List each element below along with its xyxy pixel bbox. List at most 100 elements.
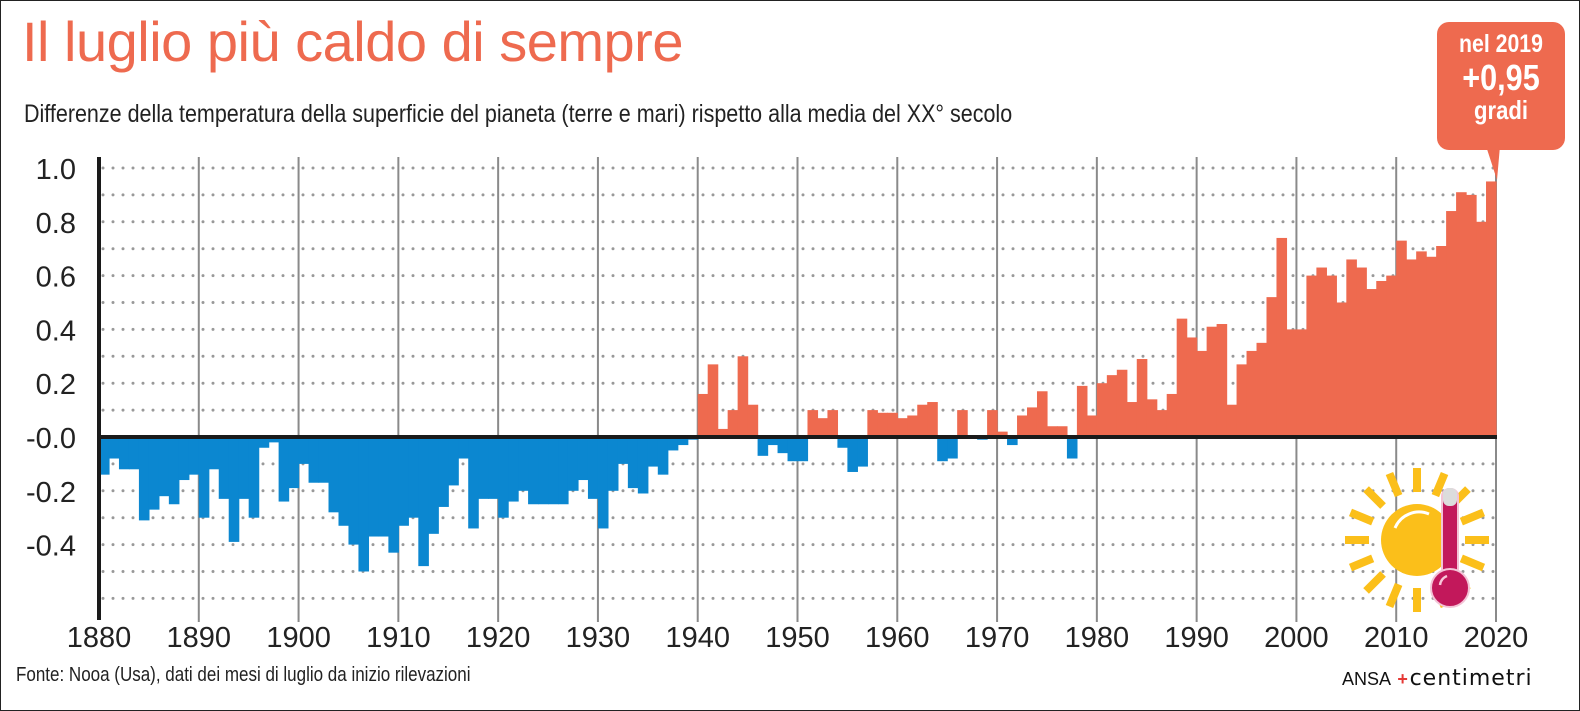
callout-unit: gradi <box>1473 95 1529 125</box>
bar-1942 <box>717 428 729 437</box>
bar-1966 <box>957 410 968 437</box>
bar-1965 <box>947 437 958 459</box>
bar-2011 <box>1406 259 1417 437</box>
bar-1951 <box>807 410 819 437</box>
bar-1885 <box>148 437 160 510</box>
bar-2008 <box>1376 280 1387 437</box>
bar-1892 <box>218 437 230 499</box>
bar-2012 <box>1416 251 1427 437</box>
bar-1925 <box>548 437 559 505</box>
bar-1904 <box>338 437 350 526</box>
bar-1997 <box>1266 297 1278 437</box>
y-tick-label: -0.0 <box>26 423 76 455</box>
bar-1924 <box>538 437 549 505</box>
thermometer-icon <box>1430 488 1470 608</box>
bar-1909 <box>388 437 399 553</box>
x-tick-label: 1990 <box>1164 622 1229 654</box>
sun-ray <box>1363 571 1386 594</box>
bar-2017 <box>1466 194 1477 437</box>
x-tick-label: 1960 <box>865 622 930 654</box>
bar-1978 <box>1076 385 1088 437</box>
highlight-callout: nel 2019 +0,95 gradi <box>1437 22 1565 150</box>
bar-1975 <box>1046 426 1058 437</box>
bar-1940 <box>697 393 709 437</box>
sun-icon <box>1345 468 1489 612</box>
bar-1993 <box>1226 404 1238 437</box>
sun-ray <box>1431 471 1449 498</box>
bar-1977 <box>1066 437 1078 459</box>
bar-2004 <box>1336 302 1347 437</box>
bar-1883 <box>128 437 140 470</box>
sun-ray <box>1385 471 1403 498</box>
bar-1906 <box>358 437 370 572</box>
sun-ray <box>1413 588 1421 612</box>
x-tick-label: 1940 <box>665 622 730 654</box>
bar-1953 <box>827 410 839 437</box>
bar-1945 <box>747 404 759 437</box>
bar-1972 <box>1017 415 1028 437</box>
x-tick-labels: 1880 1890 1900 1910 1920 1930 1940 1950 1960 1970… <box>67 622 1529 654</box>
bar-1919 <box>488 437 499 499</box>
bar-1886 <box>158 437 170 497</box>
bar-1995 <box>1246 350 1258 437</box>
bar-1971 <box>1007 437 1018 446</box>
x-tick-label: 1880 <box>67 622 132 654</box>
y-tick-label: -0.2 <box>26 477 76 509</box>
bar-1926 <box>558 437 569 505</box>
bar-1920 <box>498 437 509 518</box>
x-tick-label: 1900 <box>266 622 331 654</box>
x-tick-label: 1980 <box>1065 622 1130 654</box>
bar-1982 <box>1116 369 1128 437</box>
bar-1937 <box>667 437 679 451</box>
x-tick-label: 1910 <box>366 622 431 654</box>
y-tick-label: 0.8 <box>36 208 76 240</box>
chart-subtitle: Differenze della temperatura della super… <box>24 100 1013 128</box>
bar-1880 <box>99 437 110 475</box>
bar-1913 <box>428 437 439 534</box>
bar-1921 <box>508 437 519 502</box>
bar-1969 <box>987 410 998 437</box>
bar-1998 <box>1276 237 1288 437</box>
bar-1984 <box>1136 358 1148 437</box>
bar-1890 <box>198 437 210 518</box>
bar-1899 <box>288 437 300 489</box>
bar-1973 <box>1027 407 1038 437</box>
y-tick-labels: 1.0 0.8 0.6 0.4 0.2 -0.0 -0.2 -0.4 <box>26 154 76 563</box>
bar-1902 <box>318 437 330 483</box>
bar-1898 <box>278 437 290 502</box>
bar-2000 <box>1296 329 1308 437</box>
bar-1895 <box>248 437 260 518</box>
bar-1957 <box>867 410 878 437</box>
bar-1954 <box>837 437 848 448</box>
bar-1949 <box>787 437 799 462</box>
callout-value: +0,95 <box>1462 57 1540 98</box>
logo-ansa: ANSA <box>1342 669 1391 689</box>
bar-1974 <box>1036 391 1048 437</box>
bar-1964 <box>937 437 948 462</box>
bar-1959 <box>887 412 898 437</box>
x-tick-label: 1890 <box>167 622 232 654</box>
bar-2005 <box>1346 259 1357 437</box>
bar-1905 <box>348 437 360 545</box>
bar-1996 <box>1256 342 1268 437</box>
bar-1915 <box>448 437 459 486</box>
callout-pointer <box>1486 146 1500 180</box>
bar-1941 <box>707 364 719 437</box>
callout-year: nel 2019 <box>1459 30 1543 58</box>
bar-1887 <box>168 437 180 505</box>
logo-plus-mark: + <box>1397 669 1408 689</box>
bar-2019 <box>1486 181 1497 437</box>
bar-1970 <box>997 431 1008 437</box>
bar-1935 <box>647 437 659 467</box>
bar-1994 <box>1236 364 1248 437</box>
bar-2006 <box>1356 267 1367 437</box>
sun-ray <box>1465 536 1489 544</box>
bar-1943 <box>727 410 739 437</box>
bar-1927 <box>567 437 579 491</box>
bar-1960 <box>897 418 908 437</box>
bar-1985 <box>1146 399 1158 437</box>
bar-1888 <box>178 437 190 481</box>
sun-ray <box>1459 508 1486 526</box>
y-tick-label: 0.4 <box>36 315 76 347</box>
bar-1988 <box>1176 318 1188 437</box>
